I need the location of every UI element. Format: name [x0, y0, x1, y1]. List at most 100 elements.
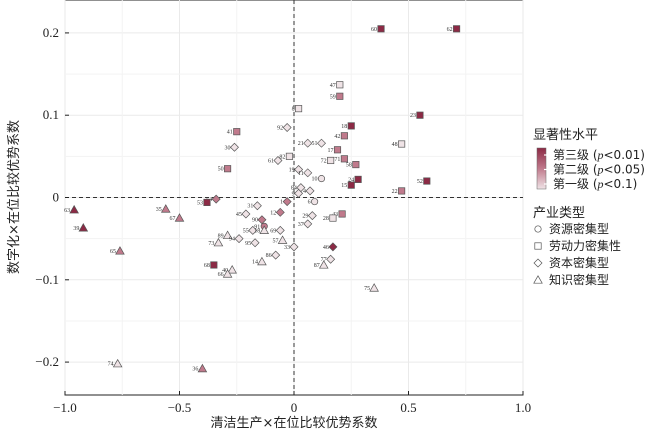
- x-tick-label: −1.0: [53, 400, 77, 415]
- data-point-6: [311, 198, 319, 206]
- data-point-label-58: 58: [346, 163, 352, 169]
- data-point-15: [347, 181, 355, 189]
- data-point-48: [398, 140, 406, 148]
- data-point-54: [211, 194, 221, 204]
- data-point-75: [369, 283, 379, 292]
- legend-significance-title: 显著性水平: [533, 128, 598, 143]
- data-point-18b: [259, 225, 270, 234]
- data-point-52: [423, 177, 431, 185]
- data-point-label-63: 63: [64, 208, 70, 214]
- data-point-57: [277, 235, 288, 244]
- data-point-39: [78, 223, 89, 232]
- data-point-label-23: 23: [410, 113, 416, 119]
- data-point-label-72: 72: [321, 158, 327, 164]
- data-point-35: [160, 204, 171, 213]
- data-point-label-24: 24: [348, 177, 354, 183]
- data-point-label-50: 50: [218, 167, 224, 173]
- data-point-label-51: 51: [311, 141, 317, 147]
- data-point-label-47: 47: [330, 83, 336, 89]
- data-point-18: [347, 122, 355, 130]
- reference-lines: [65, 0, 523, 395]
- data-point-label-19: 19: [289, 168, 295, 174]
- data-point-61: [273, 155, 283, 165]
- data-point-label-41: 41: [227, 130, 233, 136]
- data-point-55: [248, 225, 258, 235]
- legend-industry-square: 劳动力密集性: [549, 238, 621, 253]
- data-point-label-8: 8: [292, 107, 295, 113]
- data-point-69: [275, 225, 285, 235]
- data-point-58: [352, 161, 360, 169]
- data-point-51: [316, 138, 326, 148]
- data-point-label-35: 35: [156, 207, 162, 213]
- data-point-label-90: 90: [252, 218, 258, 224]
- legend-significance-level-2: 第二级 (p<0.05): [553, 163, 645, 177]
- legend-circle-icon: [534, 225, 542, 233]
- data-point-label-39: 39: [73, 226, 79, 232]
- data-point-label-94: 94: [229, 237, 235, 243]
- data-point-label-33: 33: [284, 245, 290, 251]
- data-point-30: [229, 142, 239, 152]
- legend-significance-level-1: 第一级 (p<0.1): [553, 177, 637, 191]
- data-point-label-69: 69: [270, 228, 276, 234]
- legend-industry-triangle: 知识密集型: [549, 272, 609, 287]
- data-point-4: [305, 186, 315, 196]
- data-point-label-1: 1: [280, 200, 283, 206]
- data-point-label-15: 15: [341, 183, 347, 189]
- data-point-label-71: 71: [334, 157, 340, 163]
- data-point-8: [295, 105, 303, 113]
- data-point-28: [329, 214, 337, 222]
- data-point-label-61: 61: [268, 158, 274, 164]
- legend-triangle-icon: [533, 275, 543, 284]
- data-point-label-75: 75: [364, 286, 370, 292]
- data-point-label-21: 21: [298, 141, 304, 147]
- data-point-9: [294, 188, 304, 198]
- y-tick-label: 0.1: [43, 107, 59, 122]
- data-point-77: [326, 254, 336, 264]
- x-tick-label: 0: [291, 400, 298, 415]
- data-point-label-11: 11: [298, 171, 304, 177]
- x-tick-label: 1.0: [515, 400, 531, 415]
- data-point-label-77: 77: [321, 257, 327, 263]
- data-point-label-22: 22: [392, 189, 398, 195]
- data-point-71: [340, 155, 348, 163]
- data-point-label-30: 30: [224, 145, 230, 151]
- data-point-label-42: 42: [334, 134, 340, 140]
- legend-significance-level-3: 第三级 (p<0.01): [553, 148, 645, 162]
- data-point-66: [222, 269, 233, 278]
- legend-diamond-icon: [533, 258, 543, 268]
- data-point-37: [303, 219, 313, 229]
- data-point-82: [285, 152, 293, 160]
- data-point-72: [327, 156, 335, 165]
- data-point-46: [328, 242, 338, 252]
- data-point-label-12: 12: [270, 210, 276, 216]
- data-point-label-74: 74: [108, 362, 114, 368]
- data-point-label-45: 45: [236, 212, 242, 218]
- data-point-label-92: 92: [277, 126, 283, 132]
- data-point-87: [318, 260, 329, 269]
- data-point-36: [197, 363, 208, 373]
- data-point-67: [174, 213, 185, 222]
- data-point-label-84: 84: [291, 186, 297, 192]
- data-point-33: [289, 242, 299, 252]
- data-point-label-40: 40: [222, 268, 228, 274]
- data-point-86: [271, 250, 281, 260]
- data-point-label-29: 29: [302, 214, 308, 220]
- data-point-label-53: 53: [197, 200, 203, 206]
- data-point-label-6: 6: [308, 200, 311, 206]
- data-point-label-86: 86: [266, 253, 272, 259]
- data-point-68: [210, 261, 218, 269]
- data-point-label-46: 46: [323, 245, 329, 251]
- data-point-label-37: 37: [298, 222, 304, 228]
- data-point-label-18b: 18: [254, 228, 260, 234]
- x-tick-label: −0.5: [168, 400, 192, 415]
- data-point-22: [398, 187, 406, 195]
- legend-industry-circle: 资源密集型: [549, 221, 609, 236]
- data-point-label-48: 48: [392, 142, 398, 148]
- data-point-label-57: 57: [273, 238, 279, 244]
- data-point-59: [336, 92, 344, 100]
- legend-industry-title: 产业类型: [533, 206, 585, 221]
- data-point-45: [241, 209, 251, 219]
- data-point-40: [227, 265, 237, 274]
